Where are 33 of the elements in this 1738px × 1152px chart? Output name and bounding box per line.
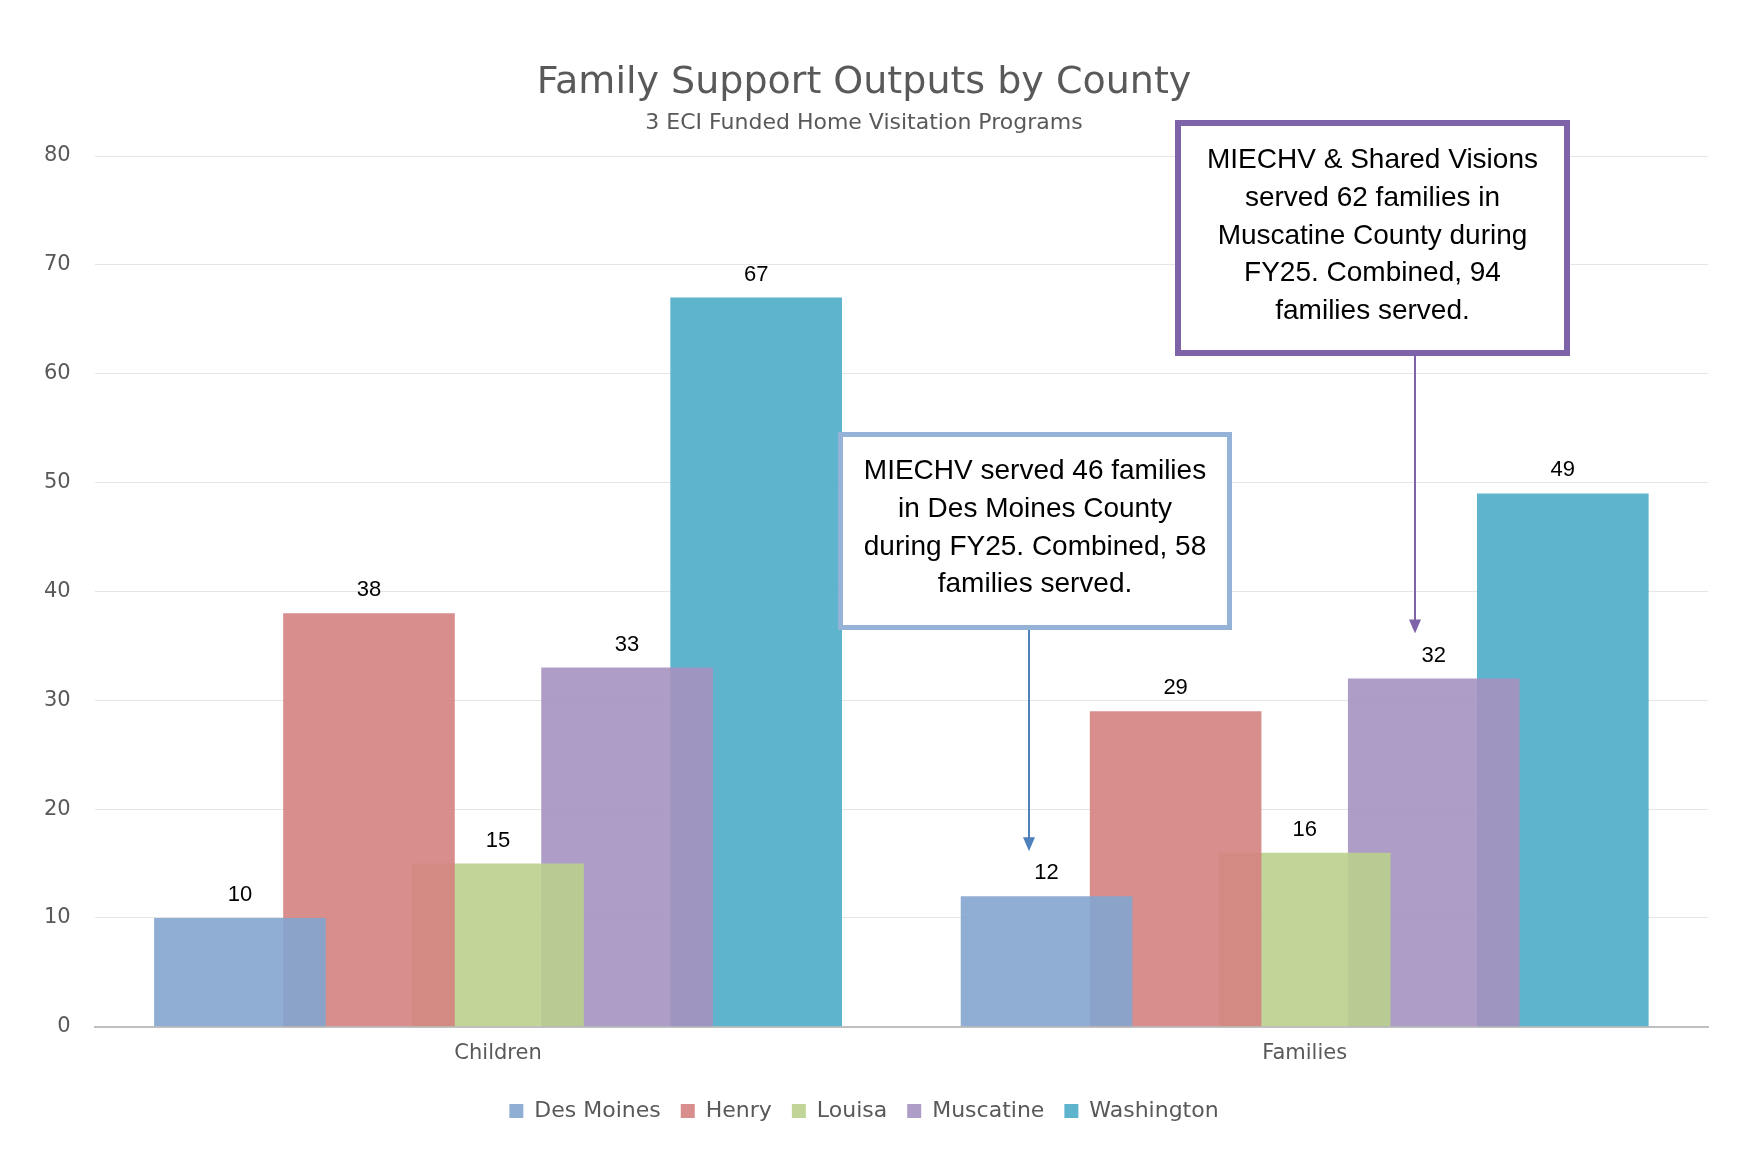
y-tick-label: 0	[57, 1013, 71, 1038]
bar	[154, 917, 326, 1027]
bar	[960, 896, 1133, 1027]
data-label: 49	[1550, 456, 1576, 482]
data-label: 15	[485, 826, 511, 852]
data-label: 12	[1034, 859, 1059, 885]
legend-label: Muscatine	[932, 1096, 1045, 1122]
x-tick-label: Families	[1262, 1039, 1348, 1064]
y-tick-label: 30	[43, 686, 71, 711]
y-tick-label: 80	[43, 142, 71, 167]
data-label: 38	[356, 576, 382, 602]
data-label: 29	[1163, 674, 1188, 700]
annotation: MIECHV & Shared Visions served 62 families in Muscatine County during FY25. Combined, 94 families served.	[1175, 120, 1570, 356]
y-tick-label: 50	[43, 469, 71, 493]
legend-label: Des Moines	[534, 1096, 661, 1122]
y-tick-label: 20	[43, 795, 71, 820]
data-label: 32	[1421, 641, 1446, 667]
x-tick-label: Children	[454, 1039, 542, 1064]
chart-title: Family Support Outputs by County	[536, 57, 1192, 102]
legend-label: Henry	[705, 1096, 772, 1122]
y-tick-label: 60	[43, 360, 71, 385]
y-tick-label: 70	[43, 251, 71, 276]
y-tick-label: 40	[43, 577, 71, 602]
y-tick-label: 10	[43, 904, 71, 929]
data-label: 33	[614, 630, 640, 656]
bar	[283, 613, 455, 1027]
data-label: 16	[1292, 815, 1317, 841]
chart-subtitle: 3 ECI Funded Home Visitation Programs	[645, 108, 1083, 134]
legend-label: Washington	[1089, 1096, 1219, 1122]
annotation: MIECHV served 46 families in Des Moines County during FY25. Combined, 58 families served.	[838, 432, 1232, 630]
data-label: 67	[743, 260, 769, 286]
data-label: 10	[227, 881, 253, 907]
legend-label: Louisa	[816, 1096, 888, 1122]
